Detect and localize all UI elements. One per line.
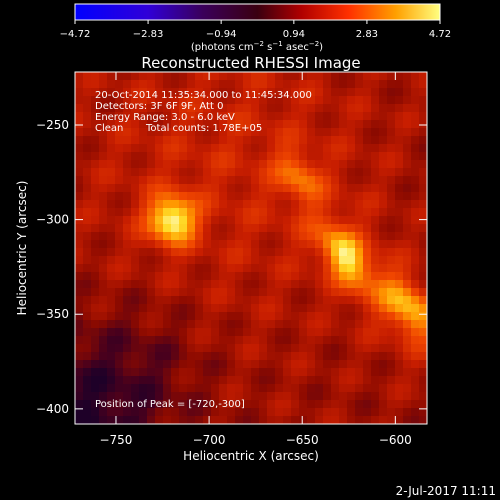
chart-title: Reconstructed RHESSI Image xyxy=(141,54,360,72)
colorbar-units: (photons cm−2 s−1 asec−2) xyxy=(191,40,323,53)
plot-area: −750 −700 −650 −600 −250 −300 −350 −400 xyxy=(36,71,428,447)
plot-frame xyxy=(74,71,428,425)
annotations: 20-Oct-2014 11:35:34.000 to 11:45:34.000… xyxy=(95,90,312,410)
colorbar-ticks: −4.72 −2.83 −0.94 0.94 2.83 4.72 xyxy=(60,20,451,40)
y-tick-label: −350 xyxy=(36,307,69,321)
colorbar-tick-label: −4.72 xyxy=(60,29,91,40)
annotation-peak-position: Position of Peak = [-720,-300] xyxy=(95,399,245,410)
annotation-time-range: 20-Oct-2014 11:35:34.000 to 11:45:34.000 xyxy=(95,90,312,101)
heatmap-image xyxy=(75,72,427,424)
y-axis-label: Heliocentric Y (arcsec) xyxy=(15,181,29,316)
annotation-energy-range: Energy Range: 3.0 - 6.0 keV xyxy=(95,112,235,123)
annotation-total-counts: Total counts: 1.78E+05 xyxy=(145,123,262,134)
colorbar-tick-label: −0.94 xyxy=(206,29,237,40)
colorbar: −4.72 −2.83 −0.94 0.94 2.83 4.72 (photons cm−… xyxy=(60,3,451,53)
y-tick-label: −300 xyxy=(36,213,69,227)
x-tick-label: −650 xyxy=(286,433,319,447)
colorbar-gradient xyxy=(74,3,441,21)
annotation-clean: Clean xyxy=(95,123,123,134)
colorbar-tick-label: 4.72 xyxy=(429,29,451,40)
footer-date: 2-Jul-2017 11:11 xyxy=(396,484,496,498)
colorbar-tick-label: 2.83 xyxy=(356,29,378,40)
colorbar-tick-label: 0.94 xyxy=(283,29,305,40)
x-tick-label: −750 xyxy=(99,433,132,447)
y-tick-label: −400 xyxy=(36,402,69,416)
annotation-detectors: Detectors: 3F 6F 9F, Att 0 xyxy=(95,101,223,112)
x-axis-label: Heliocentric X (arcsec) xyxy=(183,449,319,463)
x-tick-label: −700 xyxy=(193,433,226,447)
colorbar-tick-label: −2.83 xyxy=(133,29,164,40)
axis-ticks: −750 −700 −650 −600 −250 −300 −350 −400 xyxy=(36,72,427,447)
x-tick-label: −600 xyxy=(379,433,412,447)
y-tick-label: −250 xyxy=(36,118,69,132)
